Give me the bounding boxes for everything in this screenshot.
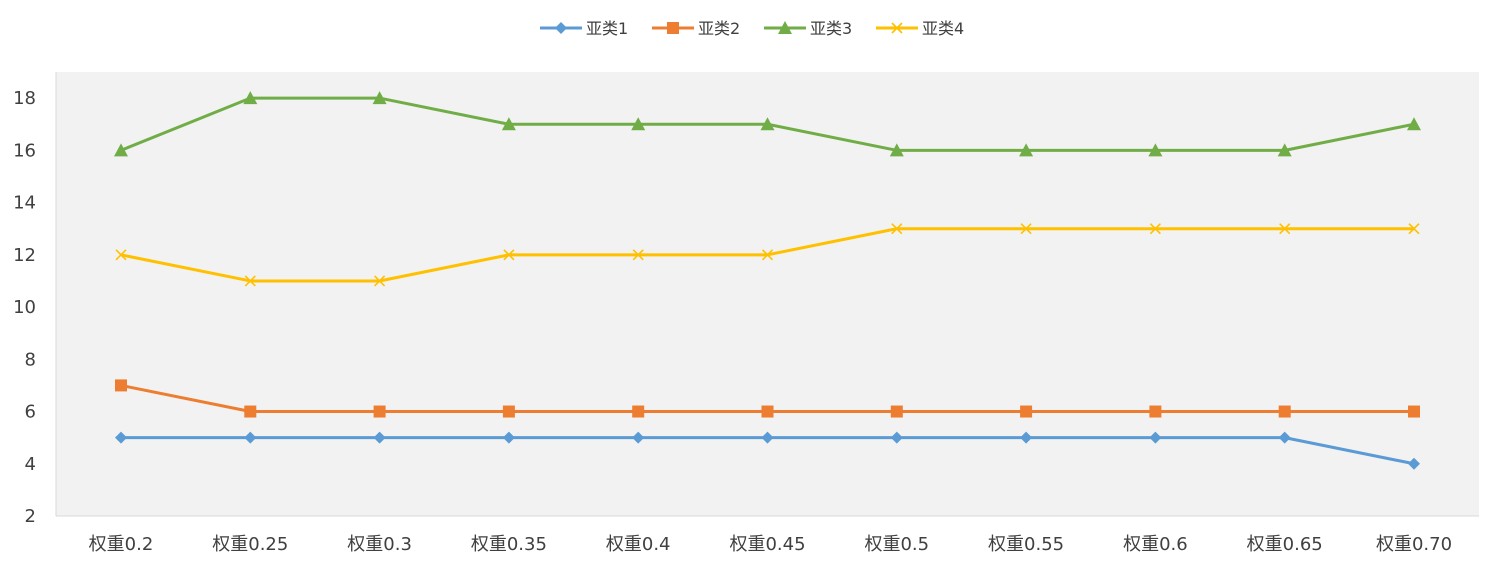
data-point-marker bbox=[555, 22, 567, 34]
data-point-marker bbox=[503, 406, 515, 418]
x-tick-label: 权重0.3 bbox=[347, 534, 412, 555]
x-tick-label: 权重0.5 bbox=[864, 534, 929, 555]
data-point-marker bbox=[762, 406, 774, 418]
legend-label: 亚类3 bbox=[810, 19, 852, 38]
legend-item: 亚类1 bbox=[540, 19, 628, 38]
data-point-marker bbox=[891, 406, 903, 418]
legend-item: 亚类4 bbox=[876, 19, 964, 38]
legend-label: 亚类2 bbox=[698, 19, 740, 38]
y-tick-label: 8 bbox=[25, 349, 36, 370]
y-tick-label: 6 bbox=[25, 402, 36, 423]
legend-label: 亚类4 bbox=[922, 19, 964, 38]
legend-item: 亚类2 bbox=[652, 19, 740, 38]
data-point-marker bbox=[1149, 406, 1161, 418]
y-tick-label: 2 bbox=[25, 506, 36, 527]
y-tick-label: 16 bbox=[13, 140, 36, 161]
data-point-marker bbox=[115, 379, 127, 391]
x-axis: 权重0.2 权重0.25 权重0.3 权重0.35 权重0.4 权重0.45 权重0.5 权重… bbox=[56, 516, 1479, 555]
legend-label: 亚类1 bbox=[586, 19, 628, 38]
data-point-marker bbox=[632, 406, 644, 418]
x-tick-label: 权重0.35 bbox=[471, 534, 547, 555]
data-point-marker bbox=[1408, 406, 1420, 418]
legend: 亚类1 亚类2 亚类3 亚类4 bbox=[540, 19, 964, 38]
x-tick-label: 权重0.55 bbox=[988, 534, 1064, 555]
data-point-marker bbox=[244, 406, 256, 418]
data-point-marker bbox=[1279, 406, 1291, 418]
data-point-marker bbox=[667, 22, 679, 34]
y-tick-label: 18 bbox=[13, 88, 36, 109]
y-tick-label: 14 bbox=[13, 193, 36, 214]
y-tick-label: 4 bbox=[25, 454, 36, 475]
x-tick-label: 权重0.25 bbox=[212, 534, 288, 555]
data-point-marker bbox=[1020, 406, 1032, 418]
y-tick-label: 10 bbox=[13, 297, 36, 318]
x-tick-label: 权重0.4 bbox=[606, 534, 671, 555]
plot-area bbox=[56, 72, 1479, 516]
x-tick-label: 权重0.65 bbox=[1247, 534, 1323, 555]
x-tick-label: 权重0.2 bbox=[89, 534, 154, 555]
y-tick-label: 12 bbox=[13, 245, 36, 266]
y-axis: 2 4 6 8 10 12 14 16 18 bbox=[13, 72, 56, 527]
x-tick-label: 权重0.45 bbox=[729, 534, 805, 555]
x-tick-label: 权重0.70 bbox=[1376, 534, 1452, 555]
legend-item: 亚类3 bbox=[764, 19, 852, 38]
x-tick-label: 权重0.6 bbox=[1123, 534, 1188, 555]
data-point-marker bbox=[374, 406, 386, 418]
